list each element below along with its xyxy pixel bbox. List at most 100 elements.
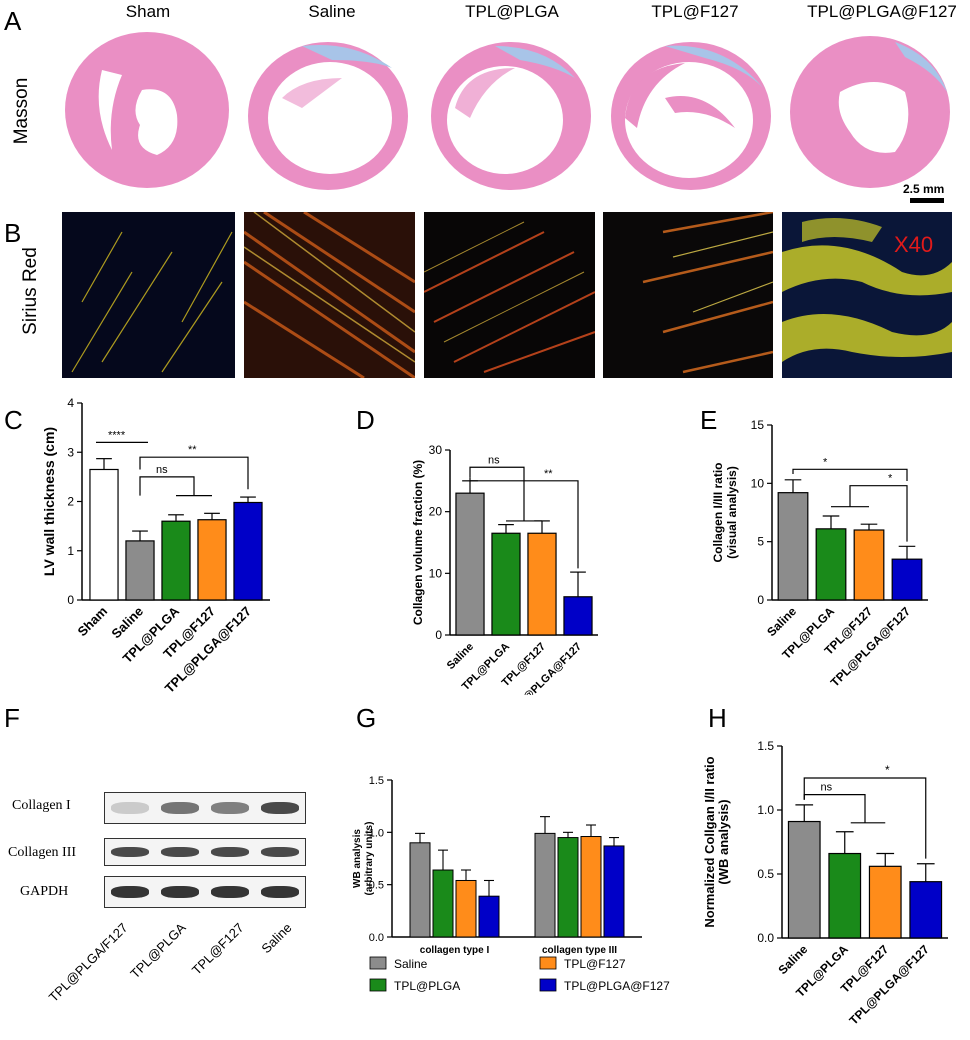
y-tick-label: 0.5 (369, 880, 384, 892)
x-tick-label: Saline (445, 641, 476, 672)
y-axis-label: WB analysis (352, 829, 363, 888)
bar (563, 596, 593, 636)
x-tick-label: collagen type III (542, 945, 617, 956)
panel-label-a: A (4, 6, 22, 36)
x-tick-label: Saline (764, 604, 799, 639)
wb-row-label-collagen-iii: Collagen III (8, 845, 77, 860)
wb-band (161, 802, 199, 814)
wb-blot-collagen-i (104, 792, 306, 824)
bar (432, 869, 454, 938)
header-tpl-plga: TPL@PLGA (465, 2, 559, 21)
bar (828, 852, 862, 939)
wb-row-label-collagen-i: Collagen I (12, 798, 71, 813)
y-tick-label: 10 (751, 476, 765, 490)
bar (478, 895, 500, 938)
header-tpl-plga-f127: TPL@PLGA@F127 (807, 2, 957, 21)
y-tick-label: 3 (67, 445, 74, 459)
sirius-tpl-plga-f127: X40 (782, 212, 952, 378)
sirius-tpl-plga (424, 212, 595, 378)
legend-label: Saline (394, 957, 428, 971)
wb-band (261, 802, 299, 814)
significance-label: ** (544, 468, 553, 480)
y-axis-label-2: (visual analysis) (725, 466, 739, 559)
chart-e: 0 5 10 15 Collagen I/III ratio (visual analys… (711, 418, 928, 690)
row-label-masson: Masson (11, 77, 32, 145)
bar (455, 879, 477, 938)
panel-label-d: D (356, 405, 375, 435)
sirius-saline (244, 212, 415, 378)
y-tick-label: 2 (67, 495, 74, 509)
wb-band (211, 886, 249, 898)
bar (557, 837, 579, 938)
bar (787, 820, 821, 939)
legend-swatch (369, 956, 387, 970)
bar (197, 519, 227, 601)
y-tick-label: 0 (67, 593, 74, 607)
bar (853, 529, 885, 601)
wb-band (261, 846, 299, 858)
legend-label: TPL@PLGA@F127 (564, 979, 670, 993)
bar (455, 492, 485, 636)
legend-swatch (539, 956, 557, 970)
bar (815, 528, 847, 601)
bar (580, 836, 602, 938)
x-tick-label: Saline (775, 942, 810, 977)
masson-heart-sham (65, 32, 229, 188)
bar (603, 845, 625, 938)
y-tick-label: 10 (429, 566, 443, 580)
panel-label-c: C (4, 405, 23, 435)
panel-label-h: H (708, 703, 727, 733)
bar (868, 865, 902, 939)
significance-label: ns (156, 464, 168, 476)
y-axis-label-2: (arbitrary units) (364, 822, 375, 896)
wb-band (111, 886, 149, 898)
significance-bracket (792, 468, 908, 481)
significance-label: ns (488, 454, 500, 466)
significance-bracket (803, 794, 866, 823)
chart-h: 0.0 0.5 1.0 1.5 Normalized Collgan I/II rati… (702, 739, 948, 1028)
magnification-label: X40 (894, 232, 934, 257)
y-tick-label: 0 (435, 628, 442, 642)
y-tick-label: 15 (751, 418, 765, 432)
significance-label: **** (108, 429, 126, 441)
chart-d: 0 10 20 30 Collagen volume fraction (%) Salin… (411, 443, 598, 695)
y-axis-label: LV wall thickness (cm) (41, 427, 57, 576)
significance-label: * (823, 456, 828, 468)
x-tick-label: collagen type I (420, 945, 490, 956)
y-tick-label: 1 (67, 544, 74, 558)
header-tpl-f127: TPL@F127 (651, 2, 739, 21)
wb-band (261, 886, 299, 898)
significance-bracket (469, 477, 579, 569)
sirius-tpl-f127 (603, 212, 773, 378)
y-axis-label-2: (WB analysis) (716, 799, 731, 884)
y-tick-label: 1.5 (757, 739, 774, 753)
legend-label: TPL@PLGA (394, 979, 460, 993)
scale-bar-label: 2.5 mm (903, 182, 945, 196)
bar (777, 492, 809, 601)
wb-band (111, 846, 149, 858)
bar (125, 540, 155, 601)
x-tick-label: TPL@PLGA@F127 (846, 942, 932, 1028)
legend-swatch (539, 978, 557, 992)
bar (491, 532, 521, 636)
masson-heart-tpl-plga-f127 (790, 36, 950, 188)
bar (89, 468, 119, 601)
panel-label-e: E (700, 405, 718, 435)
y-tick-label: 0.5 (757, 867, 774, 881)
y-tick-label: 5 (757, 535, 764, 549)
y-tick-label: 4 (67, 396, 74, 410)
bar (233, 501, 263, 601)
header-sham: Sham (125, 2, 171, 21)
wb-lane-label: TPL@PLGA/F127 (45, 920, 131, 1005)
significance-bracket (803, 777, 927, 859)
wb-band (111, 802, 149, 814)
significance-bracket (139, 476, 195, 496)
wb-band (211, 802, 249, 814)
significance-bracket (469, 466, 525, 521)
row-label-sirius: Sirius Red (20, 247, 41, 335)
panel-label-f: F (4, 703, 20, 733)
y-axis-label: Collagen volume fraction (%) (411, 460, 425, 625)
legend-swatch (369, 978, 387, 992)
wb-lane-label: Saline (258, 920, 295, 957)
